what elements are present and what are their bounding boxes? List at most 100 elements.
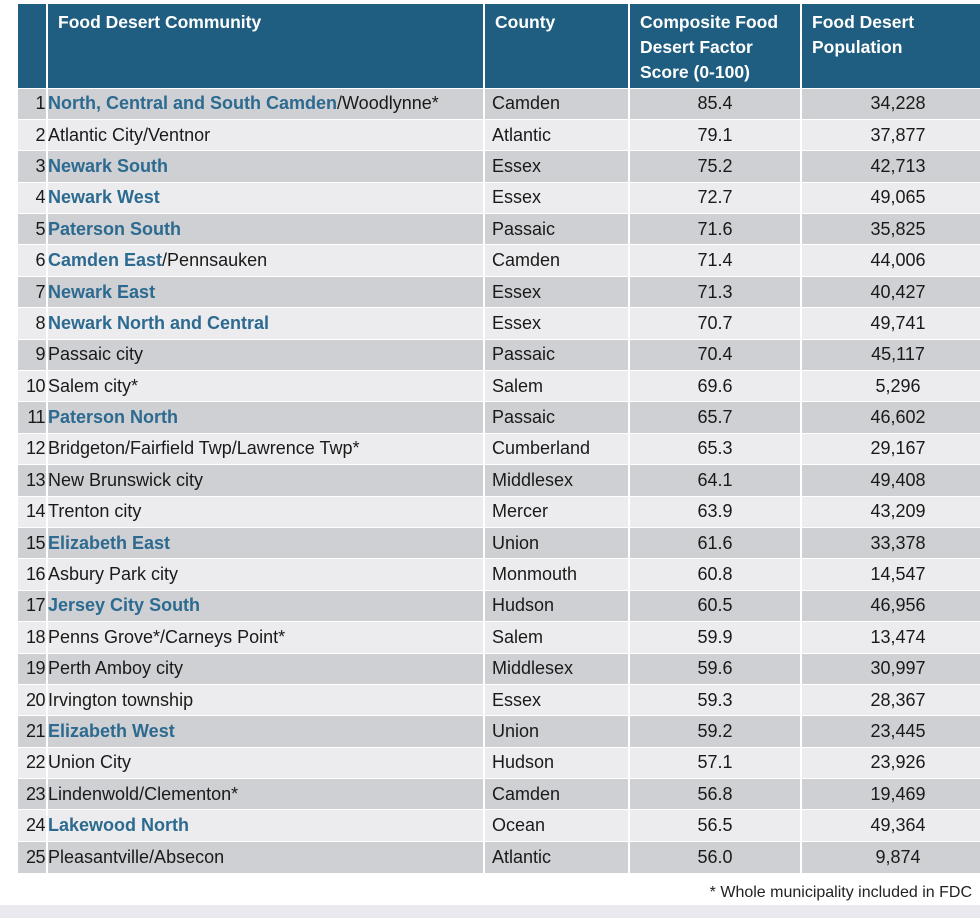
header-rank bbox=[18, 4, 48, 88]
row-community: Newark East bbox=[47, 275, 485, 308]
row-community: Jersey City South bbox=[47, 589, 485, 622]
row-score: 60.5 bbox=[629, 589, 802, 622]
community-name-highlighted: Lakewood North bbox=[48, 815, 190, 836]
table-row: 4 Newark West Essex 72.7 49,065 bbox=[18, 181, 980, 214]
row-population: 5,296 bbox=[801, 370, 980, 402]
row-county: Union bbox=[484, 526, 630, 559]
community-name-highlighted: Paterson North bbox=[48, 407, 179, 428]
table-row: 24 Lakewood North Ocean 56.5 49,364 bbox=[18, 809, 980, 842]
community-name: Trenton city bbox=[48, 501, 142, 522]
row-county: Camden bbox=[484, 87, 630, 120]
table-row: 15 Elizabeth East Union 61.6 33,378 bbox=[18, 526, 980, 559]
community-name-highlighted: Paterson South bbox=[48, 218, 182, 239]
row-population: 40,427 bbox=[801, 275, 980, 308]
table-body: 1 North, Central and South Camden/Woodlyn… bbox=[18, 87, 980, 873]
row-rank: 12 bbox=[18, 432, 48, 465]
row-county: Salem bbox=[484, 370, 630, 402]
table-row: 22 Union City Hudson 57.1 23,926 bbox=[18, 746, 980, 779]
row-rank: 8 bbox=[18, 307, 48, 340]
community-name: Pleasantville/Absecon bbox=[48, 846, 225, 867]
row-rank: 13 bbox=[18, 464, 48, 497]
row-score: 75.2 bbox=[629, 150, 802, 183]
row-population: 44,006 bbox=[801, 244, 980, 277]
community-name-highlighted: Newark West bbox=[48, 187, 160, 208]
row-score: 72.7 bbox=[629, 181, 802, 214]
community-name: Perth Amboy city bbox=[48, 658, 184, 679]
row-community: North, Central and South Camden/Woodlynn… bbox=[47, 87, 485, 120]
row-population: 23,926 bbox=[801, 746, 980, 779]
community-name-highlighted: Newark South bbox=[48, 155, 169, 176]
community-name-highlighted: Jersey City South bbox=[48, 595, 201, 616]
row-population: 37,877 bbox=[801, 118, 980, 151]
row-community: Lakewood North bbox=[47, 809, 485, 842]
row-rank: 10 bbox=[18, 370, 48, 402]
table-row: 16 Asbury Park city Monmouth 60.8 14,547 bbox=[18, 558, 980, 591]
row-community: Irvington township bbox=[47, 683, 485, 716]
row-population: 33,378 bbox=[801, 526, 980, 559]
table-row: 12 Bridgeton/Fairfield Twp/Lawrence Twp* C… bbox=[18, 432, 980, 465]
row-rank: 11 bbox=[18, 401, 48, 434]
community-name: Irvington township bbox=[48, 689, 194, 710]
row-county: Passaic bbox=[484, 401, 630, 434]
table-row: 9 Passaic city Passaic 70.4 45,117 bbox=[18, 338, 980, 371]
header-community: Food Desert Community bbox=[47, 4, 485, 88]
table-row: 10 Salem city* Salem 69.6 5,296 bbox=[18, 370, 980, 402]
community-name-highlighted: Elizabeth West bbox=[48, 721, 175, 741]
row-community: Pleasantville/Absecon bbox=[47, 840, 485, 873]
row-county: Monmouth bbox=[484, 558, 630, 591]
row-rank: 15 bbox=[18, 526, 48, 559]
row-community: Elizabeth West bbox=[47, 715, 485, 748]
table-row: 25 Pleasantville/Absecon Atlantic 56.0 9,874 bbox=[18, 840, 980, 873]
row-population: 29,167 bbox=[801, 432, 980, 465]
header-county: County bbox=[484, 4, 630, 88]
row-rank: 23 bbox=[18, 778, 48, 810]
row-rank: 22 bbox=[18, 746, 48, 779]
table-row: 13 New Brunswick city Middlesex 64.1 49,408 bbox=[18, 464, 980, 497]
row-county: Essex bbox=[484, 683, 630, 716]
row-county: Camden bbox=[484, 778, 630, 810]
row-rank: 7 bbox=[18, 275, 48, 308]
header-score: Composite Food Desert Factor Score (0-10… bbox=[629, 4, 802, 88]
row-score: 79.1 bbox=[629, 118, 802, 151]
row-community: Newark North and Central bbox=[47, 307, 485, 340]
row-rank: 21 bbox=[18, 715, 48, 748]
community-name: /Woodlynne* bbox=[337, 93, 439, 114]
row-population: 23,445 bbox=[801, 715, 980, 748]
community-name: Union City bbox=[48, 752, 132, 773]
row-population: 43,209 bbox=[801, 495, 980, 528]
table-row: 17 Jersey City South Hudson 60.5 46,956 bbox=[18, 589, 980, 622]
community-name: Asbury Park city bbox=[48, 564, 179, 585]
community-name-highlighted: Elizabeth East bbox=[48, 532, 171, 553]
row-score: 56.0 bbox=[629, 840, 802, 873]
row-community: Bridgeton/Fairfield Twp/Lawrence Twp* bbox=[47, 432, 485, 465]
row-score: 70.7 bbox=[629, 307, 802, 340]
row-score: 65.3 bbox=[629, 432, 802, 465]
row-score: 59.3 bbox=[629, 683, 802, 716]
row-population: 13,474 bbox=[801, 621, 980, 654]
table-row: 11 Paterson North Passaic 65.7 46,602 bbox=[18, 401, 980, 434]
row-community: Atlantic City/Ventnor bbox=[47, 118, 485, 151]
row-score: 69.6 bbox=[629, 370, 802, 402]
community-name: Atlantic City/Ventnor bbox=[48, 124, 211, 145]
table-row: 6 Camden East/Pennsauken Camden 71.4 44,006 bbox=[18, 244, 980, 277]
row-population: 28,367 bbox=[801, 683, 980, 716]
row-rank: 18 bbox=[18, 621, 48, 654]
row-county: Camden bbox=[484, 244, 630, 277]
table-row: 20 Irvington township Essex 59.3 28,367 bbox=[18, 683, 980, 716]
row-county: Hudson bbox=[484, 746, 630, 779]
row-county: Essex bbox=[484, 307, 630, 340]
community-name-highlighted: Newark North and Central bbox=[48, 312, 270, 333]
row-rank: 20 bbox=[18, 683, 48, 716]
row-community: Paterson South bbox=[47, 213, 485, 245]
header-population: Food Desert Population bbox=[801, 4, 980, 88]
row-population: 9,874 bbox=[801, 840, 980, 873]
row-county: Middlesex bbox=[484, 464, 630, 497]
row-population: 35,825 bbox=[801, 213, 980, 245]
community-name: Bridgeton/Fairfield Twp/Lawrence Twp* bbox=[48, 438, 360, 459]
row-rank: 4 bbox=[18, 181, 48, 214]
row-score: 71.3 bbox=[629, 275, 802, 308]
row-county: Ocean bbox=[484, 809, 630, 842]
row-rank: 9 bbox=[18, 338, 48, 371]
row-population: 42,713 bbox=[801, 150, 980, 183]
row-population: 45,117 bbox=[801, 338, 980, 371]
